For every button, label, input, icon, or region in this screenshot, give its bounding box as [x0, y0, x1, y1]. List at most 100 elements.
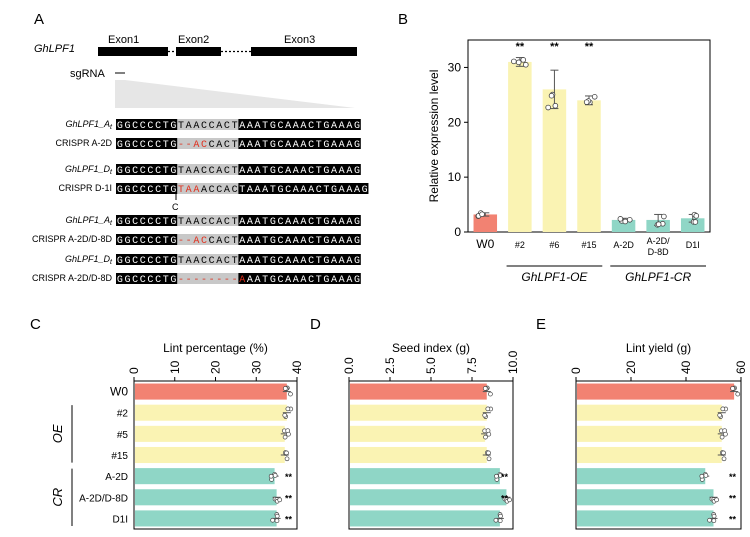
- y-tick-label: 10: [448, 170, 462, 184]
- sequence-base: C: [147, 166, 153, 177]
- x-tick-label: 40: [679, 360, 693, 374]
- y-tick-label: W0: [110, 385, 128, 399]
- sequence-background: [116, 183, 369, 194]
- sequence-base: C: [277, 166, 283, 177]
- sequence-base: C: [277, 236, 283, 247]
- sequence-base: G: [270, 236, 276, 247]
- sequence-base: G: [124, 185, 130, 196]
- data-point: [661, 213, 667, 220]
- sequence-base: G: [270, 256, 276, 267]
- sequence-base: A: [216, 217, 222, 228]
- sequence-base: A: [239, 256, 245, 267]
- significance-mark: **: [516, 41, 525, 53]
- data-point: [721, 456, 727, 462]
- sequence-base: G: [170, 185, 176, 196]
- bar: [508, 61, 532, 232]
- data-point: [507, 497, 512, 503]
- x-tick-label: 7.5: [465, 357, 479, 374]
- significance-mark: **: [585, 41, 594, 53]
- sequence-base: C: [147, 217, 153, 228]
- sequence-base: A: [300, 275, 306, 286]
- sequence-base: A: [224, 185, 230, 196]
- sequence-base: C: [140, 166, 146, 177]
- sequence-base: A: [247, 256, 253, 267]
- data-point: [693, 213, 700, 219]
- sequence-base: C: [155, 166, 161, 177]
- sequence-base: C: [155, 121, 161, 132]
- sequence-base: T: [316, 140, 322, 151]
- sequence-base: G: [117, 217, 123, 228]
- sequence-base: A: [300, 256, 306, 267]
- sequence-base: A: [331, 166, 337, 177]
- bar: [350, 383, 487, 400]
- chart-c: Lint percentage (%) 0 10 20 30 40 ** ** ** W0 #2 #5…: [50, 341, 304, 530]
- sequence-base: A: [331, 140, 337, 151]
- sequence-base: T: [163, 166, 169, 177]
- sequence-base: -: [216, 275, 222, 286]
- sequence-base: G: [323, 166, 329, 177]
- sequence-base: A: [193, 256, 199, 267]
- sequence-base: A: [300, 140, 306, 151]
- sequence-base: C: [224, 217, 230, 228]
- sequence-base: A: [339, 121, 345, 132]
- sequence-row-label: GhLPF1_At: [66, 119, 114, 131]
- sequence-base: C: [285, 185, 291, 196]
- sequence-base: A: [186, 121, 192, 132]
- data-point: [277, 497, 283, 503]
- sequence-base: G: [362, 185, 368, 196]
- exon3-label: Exon3: [284, 34, 315, 46]
- sequence-base: G: [354, 217, 360, 228]
- sequence-base: C: [224, 256, 230, 267]
- sequence-base: G: [354, 121, 360, 132]
- sequence-base: C: [277, 121, 283, 132]
- sequence-base: A: [193, 185, 199, 196]
- sequence-base: C: [201, 140, 207, 151]
- sequence-base: G: [124, 140, 130, 151]
- data-point: [285, 406, 291, 412]
- data-point: [483, 434, 488, 440]
- sequence-row-label: CRISPR A-2D/D-8D: [32, 234, 113, 244]
- sequence-base: A: [293, 217, 299, 228]
- plot-frame: [575, 380, 742, 530]
- target-site-highlight: [177, 273, 239, 284]
- sequence-base: C: [147, 185, 153, 196]
- sequence-base: A: [239, 236, 245, 247]
- exon3-box: [251, 47, 357, 56]
- sequence-base: A: [339, 236, 345, 247]
- sequence-base: A: [216, 121, 222, 132]
- sequence-base: G: [323, 236, 329, 247]
- sequence-base: G: [117, 256, 123, 267]
- bar: [135, 404, 287, 421]
- sequence-base: -: [186, 275, 192, 286]
- bar: [680, 218, 705, 232]
- sequence-base: C: [155, 185, 161, 196]
- data-point: [274, 513, 280, 519]
- data-point: [721, 450, 726, 456]
- sequence-base: A: [346, 217, 352, 228]
- sequence-base: -: [193, 275, 199, 286]
- sequence-row-label: GhLPF1_Dt: [65, 164, 113, 176]
- sequence-base: A: [331, 217, 337, 228]
- sequence-base: A: [346, 185, 352, 196]
- sequence-base: C: [308, 275, 314, 286]
- bar: [577, 404, 722, 421]
- sequence-base: A: [285, 275, 291, 286]
- data-point: [284, 456, 290, 462]
- panel-b-label: B: [398, 11, 408, 28]
- sequence-base: T: [262, 275, 268, 286]
- sequence-base: T: [262, 256, 268, 267]
- bar: [473, 214, 498, 232]
- sequence-base: A: [255, 185, 261, 196]
- sequence-base: G: [354, 140, 360, 151]
- significance-mark: **: [729, 472, 737, 482]
- sequence-base: C: [209, 185, 215, 196]
- data-point: [720, 406, 726, 412]
- data-point: [626, 217, 633, 223]
- sequence-base: G: [323, 121, 329, 132]
- bar: [135, 383, 287, 400]
- x-tick-label: 0: [569, 367, 583, 374]
- y-tick-label: A-2D: [105, 472, 128, 483]
- sequence-base: C: [132, 217, 138, 228]
- sequence-base: A: [285, 140, 291, 151]
- sequence-base: -: [201, 275, 207, 286]
